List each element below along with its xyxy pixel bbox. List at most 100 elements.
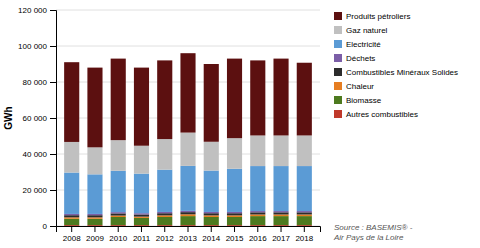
bar-segment xyxy=(64,219,79,225)
tick-label: 40 000 xyxy=(23,150,48,159)
tick-mark xyxy=(188,226,189,232)
tick-label: 20 000 xyxy=(23,186,48,195)
bar-segment xyxy=(111,140,126,171)
bar-segment xyxy=(111,216,126,217)
bar-segment xyxy=(180,216,195,225)
tick-label: 2008 xyxy=(63,234,81,243)
bar-segment xyxy=(157,212,172,213)
bar-segment xyxy=(87,214,102,215)
tick-label: 80 000 xyxy=(23,78,48,87)
legend-swatch xyxy=(334,96,342,104)
bar-segment xyxy=(157,170,172,212)
legend-swatch xyxy=(334,26,342,34)
bar-segment xyxy=(111,59,126,141)
bar-segment xyxy=(87,68,102,148)
series xyxy=(64,214,312,219)
tick-mark xyxy=(50,226,56,227)
axis-line xyxy=(57,227,321,233)
tick-mark xyxy=(50,118,56,119)
bar-segment xyxy=(134,213,149,214)
bar-segment xyxy=(273,214,288,216)
grid xyxy=(56,10,320,226)
bar-segment xyxy=(273,59,288,136)
legend-item: Produits pétroliers xyxy=(334,12,410,21)
bar-segment xyxy=(204,142,219,171)
legend-item: Autres combustibles xyxy=(334,110,418,119)
tick-label: 2012 xyxy=(156,234,174,243)
tick-mark xyxy=(304,226,305,232)
series xyxy=(64,216,312,225)
bar-segment xyxy=(297,212,312,214)
grid-line xyxy=(56,46,320,47)
bar-segment xyxy=(180,53,195,132)
bar-segment xyxy=(134,217,149,218)
bar-segment xyxy=(273,166,288,211)
tick: 2018 xyxy=(295,226,313,243)
bar-segment xyxy=(204,171,219,212)
bar-segment xyxy=(273,211,288,212)
legend-swatch xyxy=(334,82,342,90)
legend-label: Biomasse xyxy=(346,96,382,105)
tick-mark xyxy=(234,226,235,232)
bar-segment xyxy=(227,59,242,139)
tick-mark xyxy=(94,226,95,232)
bar-segment xyxy=(250,212,265,214)
legend-label: Gaz naturel xyxy=(346,26,388,35)
tick-mark xyxy=(141,226,142,232)
bar-segment xyxy=(227,138,242,169)
tick: 2017 xyxy=(272,226,290,243)
tick-label: 2018 xyxy=(295,234,313,243)
bar-segment xyxy=(273,216,288,225)
tick-label: 120 000 xyxy=(18,6,47,15)
tick: 2010 xyxy=(109,226,127,243)
tick-mark xyxy=(211,226,212,232)
bar-segment xyxy=(111,171,126,212)
bar-segment xyxy=(111,212,126,213)
bar-segment xyxy=(64,173,79,214)
tick: 2014 xyxy=(202,226,220,243)
tick-mark xyxy=(50,10,56,11)
bar-segment xyxy=(250,166,265,211)
tick-label: 2011 xyxy=(133,234,151,243)
bar-segment xyxy=(64,214,79,215)
bar-segment xyxy=(157,215,172,217)
legend-label: Electricité xyxy=(346,40,381,49)
tick-mark xyxy=(50,82,56,83)
bar-segment xyxy=(64,215,79,217)
axis-line xyxy=(50,11,57,227)
tick-mark xyxy=(50,190,56,191)
tick-label: 2016 xyxy=(249,234,267,243)
tick-label: 2017 xyxy=(272,234,290,243)
bar-segment xyxy=(297,216,312,225)
bar-segment xyxy=(250,214,265,216)
bar-segment xyxy=(180,214,195,216)
bar-segment xyxy=(204,217,219,225)
bar-segment xyxy=(87,219,102,225)
bar-segment xyxy=(134,214,149,216)
bar-segment xyxy=(134,218,149,225)
bar-segment xyxy=(227,169,242,212)
tick: 100 000 xyxy=(18,42,56,51)
legend-label: Produits pétroliers xyxy=(346,12,410,21)
tick-label: 0 xyxy=(43,222,48,231)
tick-label: 2013 xyxy=(179,234,197,243)
tick: 2009 xyxy=(86,226,104,243)
tick-mark xyxy=(118,226,119,232)
bar-segment xyxy=(204,213,219,215)
legend-swatch xyxy=(334,54,342,62)
bar-segment xyxy=(273,212,288,214)
tick-mark xyxy=(281,226,282,232)
bar-segment xyxy=(297,63,312,136)
bar-segment xyxy=(297,211,312,212)
series xyxy=(64,53,312,147)
bar-segment xyxy=(64,62,79,142)
grid-line xyxy=(56,10,320,11)
legend-swatch xyxy=(334,68,342,76)
bar-segment xyxy=(157,60,172,139)
tick-label: 2014 xyxy=(202,234,220,243)
tick-mark xyxy=(50,154,56,155)
legend-label: Combustibles Minéraux Solides xyxy=(346,68,458,77)
tick-mark xyxy=(50,46,56,47)
bar-segment xyxy=(64,142,79,173)
tick: 120 000 xyxy=(18,6,56,15)
